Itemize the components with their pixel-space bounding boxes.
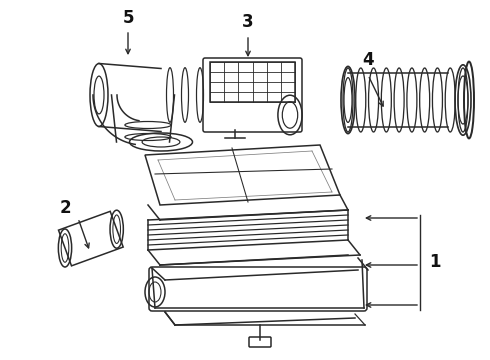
Text: 3: 3 [242,13,254,31]
Text: 4: 4 [362,51,374,69]
Text: 1: 1 [429,253,441,271]
Text: 5: 5 [122,9,134,27]
Text: 2: 2 [59,199,71,217]
Bar [210,62,295,102]
